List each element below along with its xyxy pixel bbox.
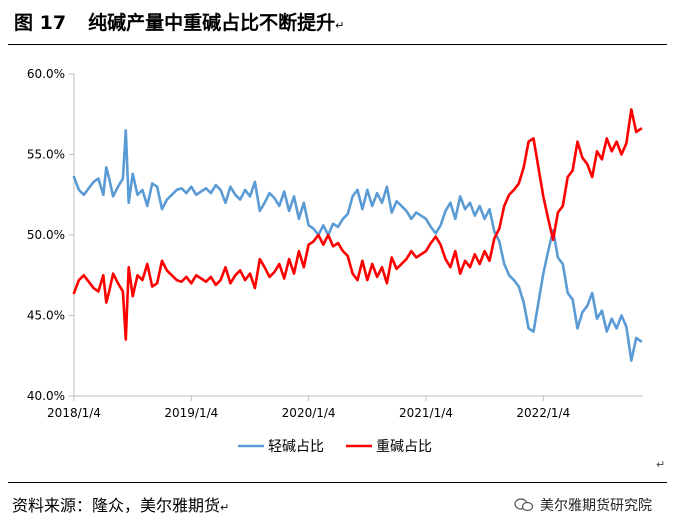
paragraph-mark-icon: ↵ <box>220 501 230 514</box>
y-tick-label: 40.0% <box>27 389 65 403</box>
x-tick-label: 2022/1/4 <box>516 406 570 420</box>
legend-label-light-soda: 轻碱占比 <box>268 439 324 455</box>
x-tick-label: 2021/1/4 <box>399 406 453 420</box>
wechat-icon <box>514 498 534 512</box>
x-tick-label: 2019/1/4 <box>164 406 218 420</box>
figure-number: 图 17 <box>14 12 67 34</box>
y-tick-label: 50.0% <box>27 228 65 242</box>
figure-title-text: 纯碱产量中重碱占比不断提升 <box>88 12 336 34</box>
bottom-rule <box>8 482 667 483</box>
source-note: 资料来源：隆众，美尔雅期货↵ <box>12 492 229 516</box>
y-tick-label: 45.0% <box>27 309 65 323</box>
y-tick-label: 55.0% <box>27 148 65 162</box>
paragraph-mark-icon: ↵ <box>335 19 345 32</box>
series-line-light-soda <box>72 129 643 362</box>
source-text: 资料来源：隆众，美尔雅期货 <box>12 496 221 515</box>
legend-label-heavy-soda: 重碱占比 <box>376 439 432 455</box>
chart-axes: 40.0% 45.0% 50.0% 55.0% 60.0% 2018/1/4 2019/1/… <box>27 67 643 420</box>
figure-title: 图 17 纯碱产量中重碱占比不断提升↵ <box>14 8 344 35</box>
x-tick-label: 2020/1/4 <box>282 406 336 420</box>
paragraph-mark-icon: ↵ <box>656 458 666 471</box>
chart-series <box>72 108 643 362</box>
chart-legend: 轻碱占比 重碱占比 <box>238 439 432 455</box>
watermark: 美尔雅期货研究院 <box>514 495 652 515</box>
y-tick-label: 60.0% <box>27 67 65 81</box>
watermark-text: 美尔雅期货研究院 <box>540 498 652 514</box>
x-tick-label: 2018/1/4 <box>47 406 101 420</box>
top-rule <box>8 44 667 45</box>
series-line-heavy-soda <box>72 108 643 341</box>
